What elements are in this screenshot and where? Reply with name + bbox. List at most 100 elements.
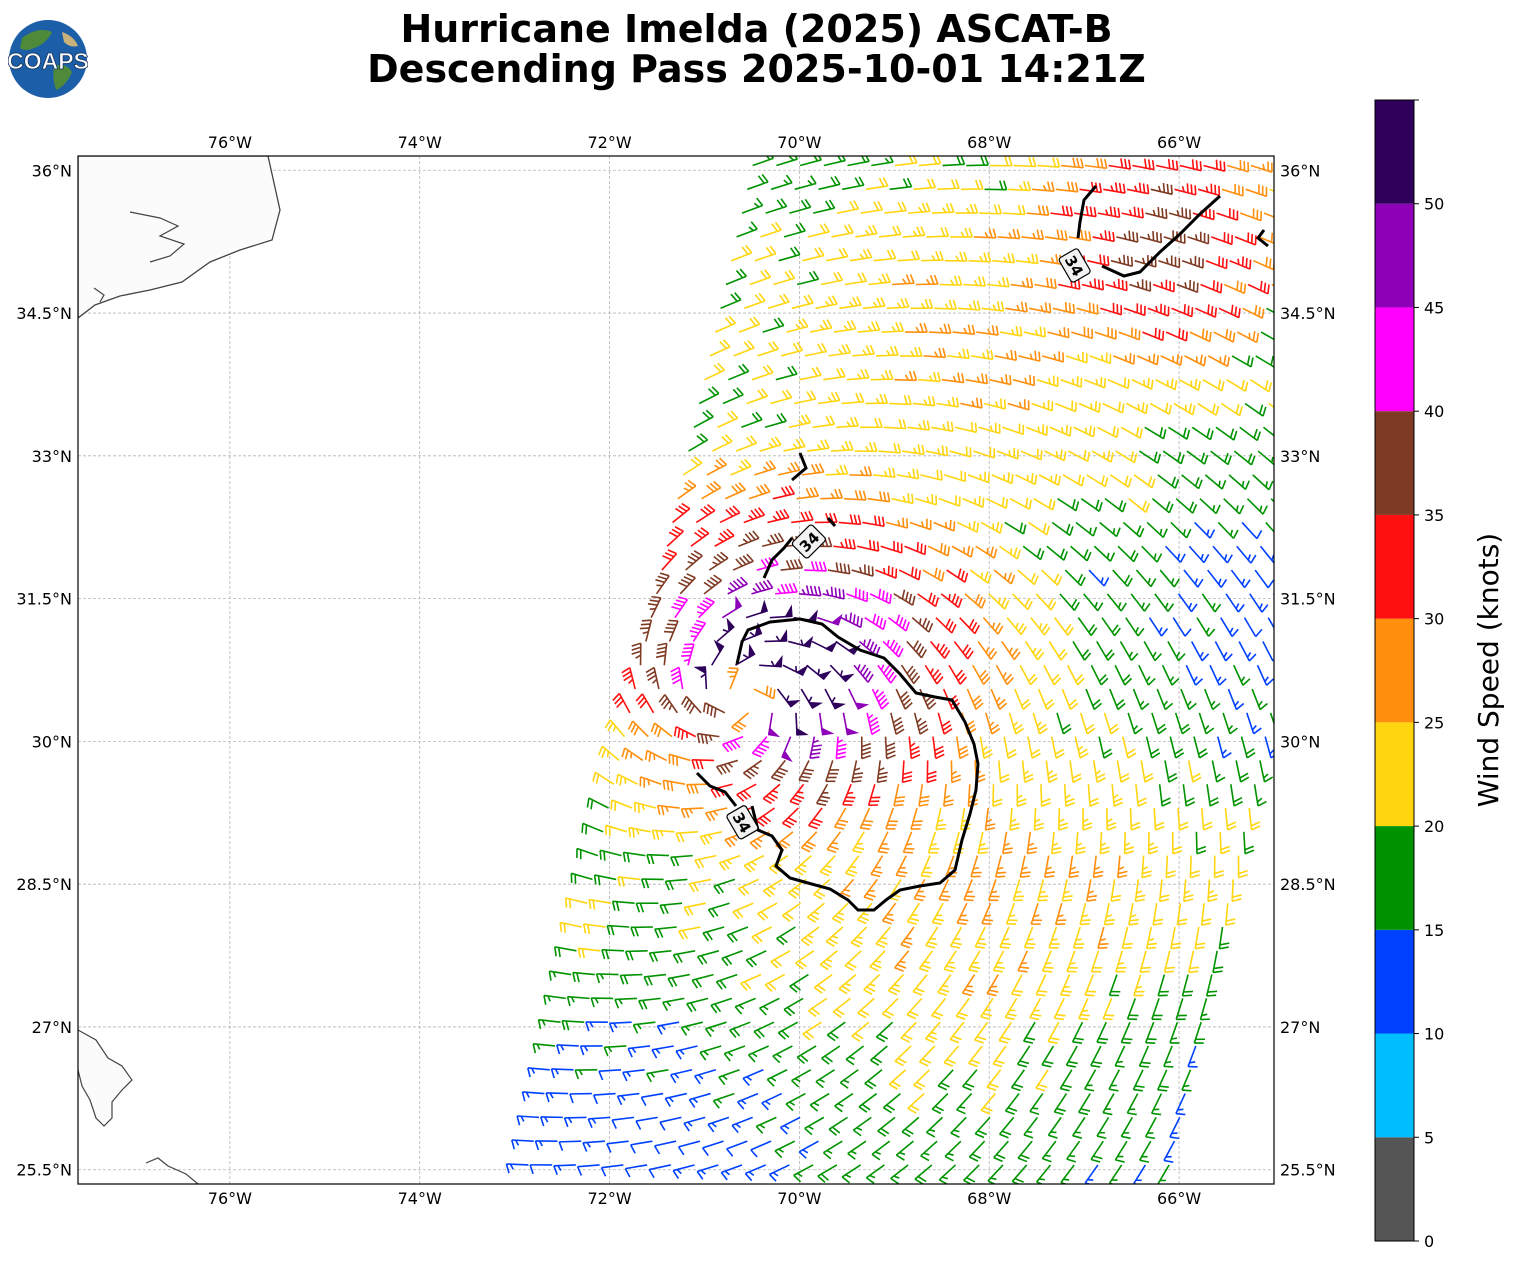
wind-barb	[1035, 974, 1048, 997]
wind-barb	[1001, 640, 1021, 661]
wind-barb	[976, 325, 999, 336]
colorbar-tick-label: 45	[1424, 298, 1444, 317]
wind-barb	[741, 411, 763, 429]
wind-barb	[931, 203, 955, 214]
lon-tick-label-top: 66°W	[1157, 133, 1201, 152]
wind-barb	[1075, 521, 1098, 537]
wind-barb	[1120, 1021, 1133, 1044]
wind-barb	[1066, 1140, 1081, 1163]
wind-barb	[1133, 1164, 1147, 1184]
wind-barb	[640, 1092, 664, 1107]
wind-barb	[1181, 255, 1204, 269]
wind-barb	[646, 853, 670, 865]
wind-barb	[696, 950, 720, 965]
wind-barb	[840, 612, 863, 629]
wind-barb	[595, 973, 619, 984]
wind-barb	[639, 619, 653, 642]
wind-barb	[1157, 974, 1169, 997]
wind-barb	[794, 855, 812, 876]
wind-barb	[876, 760, 888, 784]
wind-barb	[1002, 831, 1013, 855]
wind-barb	[992, 252, 1016, 264]
wind-barb	[719, 505, 741, 524]
wind-barb	[1263, 212, 1274, 218]
wind-barb	[1005, 301, 1028, 313]
wind-barb	[900, 664, 921, 685]
wind-barb	[1035, 1069, 1049, 1092]
wind-barb	[949, 446, 972, 458]
wind-barb	[582, 923, 606, 935]
contour-34kt-mid	[762, 517, 837, 579]
wind-barb	[1145, 736, 1161, 759]
wind-barb	[783, 222, 806, 238]
wind-barb	[1070, 545, 1092, 562]
wind-barb	[963, 879, 976, 902]
wind-barb	[875, 926, 891, 949]
wind-barb	[932, 736, 945, 760]
wind-barb	[1241, 521, 1263, 540]
wind-barb	[1157, 474, 1180, 489]
wind-barb	[865, 393, 889, 405]
wind-barb	[1097, 206, 1121, 219]
wind-barb	[857, 321, 881, 333]
wind-barb	[885, 517, 909, 529]
wind-barb	[683, 902, 706, 917]
wind-barb	[761, 532, 785, 548]
north-carolina-coast	[78, 156, 281, 319]
wind-barb	[680, 1021, 704, 1036]
wind-barb	[658, 694, 678, 714]
wind-barb	[747, 1045, 769, 1063]
wind-barb	[1258, 232, 1274, 245]
wind-barb	[772, 1045, 793, 1064]
colorbar-tick-label: 5	[1424, 1128, 1434, 1147]
wind-barb	[566, 995, 590, 1007]
wind-barb	[677, 1140, 701, 1156]
wind-barb	[1163, 1140, 1176, 1163]
wind-barb	[835, 736, 847, 760]
wind-barb	[529, 1164, 553, 1175]
wind-barb	[1037, 879, 1049, 902]
wind-barb	[1162, 450, 1185, 465]
wind-barb	[688, 433, 709, 452]
wind-barb	[755, 807, 776, 827]
wind-barb	[767, 293, 790, 310]
wind-barb	[1207, 879, 1218, 903]
wind-barb	[635, 902, 659, 913]
wind-barb	[1223, 280, 1247, 295]
wind-barb	[726, 926, 749, 943]
wind-barb	[844, 272, 868, 286]
wind-barb	[852, 344, 875, 357]
wind-barb	[1048, 926, 1060, 949]
wind-barb	[883, 419, 907, 430]
wind-barb	[635, 1116, 658, 1130]
coaps-logo: COAPS	[8, 20, 88, 98]
wind-barb	[937, 1069, 954, 1091]
wind-barb	[1011, 1164, 1028, 1184]
wind-barb	[788, 635, 814, 648]
wind-barb	[1223, 498, 1245, 515]
wind-barb	[937, 179, 960, 191]
wind-barb	[847, 156, 870, 167]
wind-barb	[1136, 353, 1159, 366]
wind-barb	[886, 297, 910, 310]
wind-barb	[1061, 157, 1084, 169]
wind-barb	[799, 366, 822, 381]
wind-barb	[851, 760, 864, 783]
wind-barb	[1059, 593, 1080, 611]
wind-barb	[967, 471, 990, 484]
wind-barb	[659, 902, 683, 915]
wind-barb	[1197, 183, 1221, 197]
wind-barb	[1219, 831, 1231, 855]
wind-barb	[1256, 664, 1274, 686]
wind-barb	[709, 339, 731, 357]
wind-barb	[748, 483, 771, 500]
wind-barb	[670, 1068, 693, 1084]
lat-tick-label-left: 34.5°N	[16, 304, 72, 323]
wind-barb	[793, 1164, 814, 1183]
wind-barb	[1084, 157, 1108, 170]
wind-barb	[672, 1164, 695, 1179]
wind-barb	[1158, 784, 1172, 807]
wind-barb	[561, 1020, 585, 1031]
wind-barb	[859, 807, 874, 830]
wind-barb	[1158, 255, 1181, 269]
